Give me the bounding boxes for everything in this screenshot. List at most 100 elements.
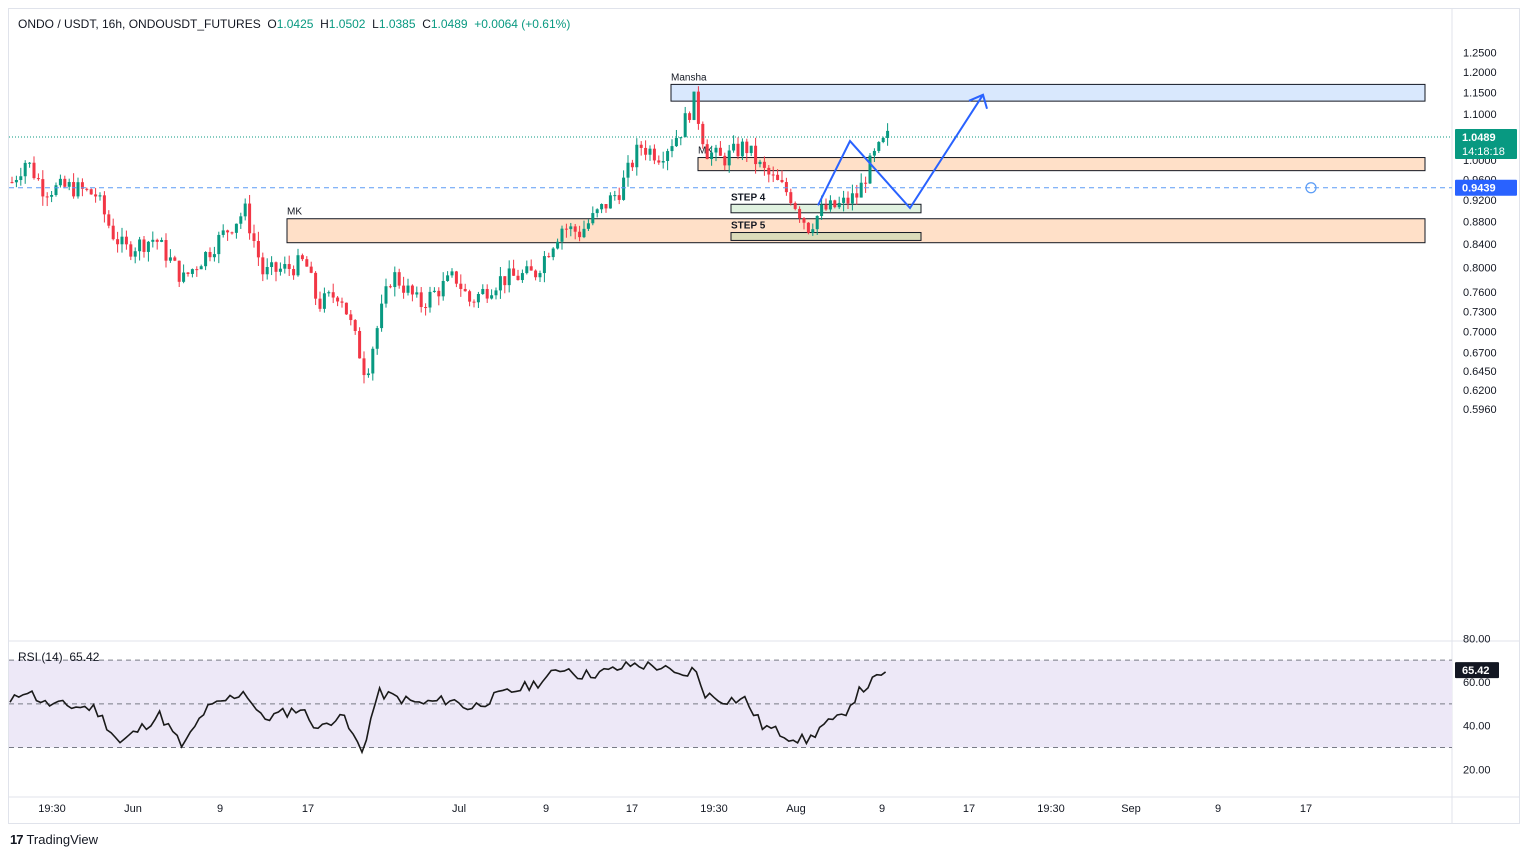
candle-body — [28, 162, 32, 164]
close-label: C — [422, 17, 431, 31]
rsi-value: 65.42 — [69, 650, 100, 664]
candle-body — [666, 151, 670, 162]
candle-body — [771, 174, 775, 176]
time-axis-label: 9 — [879, 803, 885, 815]
zone-label: Mansha — [671, 72, 707, 83]
candle-body — [63, 178, 67, 187]
candle-body — [833, 200, 837, 208]
candle-body — [661, 161, 665, 163]
candle-body — [802, 218, 806, 223]
candle-body — [507, 268, 511, 286]
candle-body — [556, 241, 560, 249]
candle-body — [23, 162, 27, 177]
candle-body — [138, 239, 142, 252]
candle-body — [441, 280, 445, 297]
candle-body — [230, 232, 234, 234]
candle-body — [446, 275, 450, 281]
time-axis-label: 9 — [217, 803, 223, 815]
candle-body — [265, 267, 269, 275]
candle-body — [199, 266, 203, 270]
candle-body — [80, 182, 84, 189]
candle-body — [886, 130, 890, 138]
price-axis-label: 0.6700 — [1463, 348, 1497, 360]
zone-label: STEP 5 — [731, 221, 766, 232]
candle-body — [371, 348, 375, 374]
low-label: L — [372, 17, 379, 31]
low-value: 1.0385 — [378, 17, 416, 31]
candle-body — [173, 257, 177, 261]
candle-body — [94, 194, 98, 197]
price-axis-label: 1.1500 — [1463, 88, 1497, 100]
time-axis-label: 9 — [1215, 803, 1221, 815]
candle-body — [239, 216, 243, 224]
time-axis-label: 17 — [963, 803, 975, 815]
candle-body — [468, 291, 472, 302]
candle-body — [784, 182, 788, 193]
candle-body — [322, 293, 326, 309]
candle-body — [573, 226, 577, 232]
candle-body — [283, 264, 287, 269]
candle-body — [481, 288, 485, 294]
candle-body — [331, 292, 335, 298]
candle-body — [538, 273, 542, 278]
rsi-legend[interactable]: RSI (14) 65.42 — [18, 650, 99, 664]
candle-body — [868, 155, 872, 184]
candle-body — [437, 290, 441, 297]
candle-body — [76, 182, 80, 197]
time-axis-label: 19:30 — [1037, 803, 1065, 815]
candle-body — [560, 228, 564, 242]
candle-body — [591, 213, 595, 224]
candle-body — [10, 182, 14, 184]
open-label: O — [267, 17, 277, 31]
candle-body — [375, 328, 379, 349]
candle-body — [679, 137, 683, 139]
candle-body — [472, 301, 476, 303]
candle-body — [397, 272, 401, 286]
candle-body — [578, 231, 582, 238]
rsi-axis-label: 40.00 — [1463, 721, 1491, 733]
candle-body — [419, 292, 423, 308]
zone-mk — [697, 157, 1426, 172]
candle-body — [727, 150, 731, 166]
close-value: 1.0489 — [430, 17, 468, 31]
candle-body — [318, 298, 322, 309]
time-axis-label: 17 — [1300, 803, 1312, 815]
candle-body — [50, 195, 54, 197]
candle-body — [314, 272, 318, 299]
candle-body — [388, 286, 392, 288]
candle-body — [754, 145, 758, 165]
chart-frame — [8, 8, 1520, 824]
candle-body — [309, 266, 313, 273]
change-value: +0.0064 (+0.61%) — [474, 17, 571, 31]
candle-body — [32, 162, 36, 179]
candle-body — [160, 240, 164, 242]
candle-body — [670, 146, 674, 152]
symbol-title[interactable]: ONDO / USDT, 16h, ONDOUSDT_FUTURES — [18, 17, 261, 31]
candle-body — [274, 262, 278, 272]
candle-body — [111, 225, 115, 240]
candle-body — [234, 223, 238, 233]
candle-body — [204, 251, 208, 267]
candle-body — [102, 195, 106, 215]
candle-body — [503, 276, 507, 286]
rsi-last-label: 65.42 — [1462, 665, 1490, 677]
candle-body — [705, 144, 709, 160]
candle-body — [120, 236, 124, 245]
candle-body — [564, 228, 568, 230]
candle-body — [116, 239, 120, 245]
candle-body — [195, 269, 199, 271]
candle-body — [850, 193, 854, 204]
tradingview-logo[interactable]: 17 TradingView — [10, 832, 98, 847]
alert-price-label: 0.9439 — [1462, 183, 1496, 195]
candle-body — [164, 240, 168, 261]
candle-body — [124, 236, 128, 245]
candle-body — [85, 188, 89, 190]
candle-body — [714, 147, 718, 153]
candle-body — [688, 113, 692, 120]
candle-body — [384, 286, 388, 304]
candle-body — [208, 251, 212, 258]
candle-body — [212, 254, 216, 258]
candle-body — [828, 200, 832, 210]
candle-body — [252, 233, 256, 242]
